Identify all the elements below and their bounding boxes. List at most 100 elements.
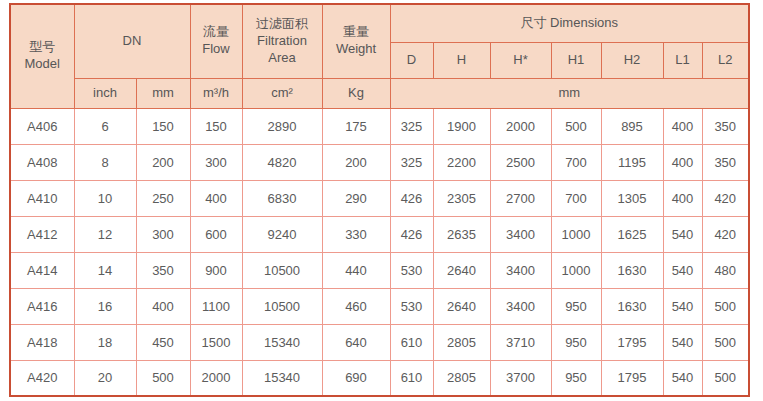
cell-model: A420 — [10, 360, 74, 396]
header-row-group: 型号 Model DN 流量 Flow 过滤面积 Filtration Area… — [10, 4, 749, 42]
cell-h2: 1630 — [601, 252, 663, 288]
cell-l1: 400 — [663, 180, 702, 216]
cell-flow: 150 — [190, 108, 242, 144]
col-header-h2: H2 — [601, 42, 663, 78]
cell-hstar: 3700 — [490, 360, 551, 396]
cell-flow: 400 — [190, 180, 242, 216]
cell-h1: 700 — [551, 180, 601, 216]
filtration-label-en: Filtration Area — [257, 33, 307, 65]
filter-specifications-table: 型号 Model DN 流量 Flow 过滤面积 Filtration Area… — [9, 3, 750, 397]
table-row: A414143509001050044053026403400100016305… — [10, 252, 749, 288]
cell-h: 1900 — [433, 108, 490, 144]
cell-l2: 420 — [702, 180, 749, 216]
cell-inch: 16 — [74, 288, 136, 324]
cell-h: 2200 — [433, 144, 490, 180]
cell-mm: 500 — [136, 360, 190, 396]
table-row: A418184501500153406406102805371095017955… — [10, 324, 749, 360]
unit-header-area: cm² — [242, 78, 322, 108]
cell-weight: 175 — [322, 108, 390, 144]
cell-inch: 20 — [74, 360, 136, 396]
cell-l1: 540 — [663, 288, 702, 324]
cell-flow: 2000 — [190, 360, 242, 396]
cell-flow: 300 — [190, 144, 242, 180]
cell-h2: 1630 — [601, 288, 663, 324]
cell-hstar: 2500 — [490, 144, 551, 180]
cell-model: A412 — [10, 216, 74, 252]
col-header-flow: 流量 Flow — [190, 4, 242, 78]
cell-hstar: 2000 — [490, 108, 551, 144]
cell-l2: 350 — [702, 108, 749, 144]
cell-h: 2305 — [433, 180, 490, 216]
table-row: A406615015028901753251900200050089540035… — [10, 108, 749, 144]
flow-label-zh: 流量 — [203, 24, 229, 39]
table-row: A420205002000153406906102805370095017955… — [10, 360, 749, 396]
cell-inch: 14 — [74, 252, 136, 288]
cell-weight: 290 — [322, 180, 390, 216]
cell-h2: 1795 — [601, 324, 663, 360]
cell-l2: 500 — [702, 288, 749, 324]
table-header: 型号 Model DN 流量 Flow 过滤面积 Filtration Area… — [10, 4, 749, 108]
col-header-weight: 重量 Weight — [322, 4, 390, 78]
table-body: A406615015028901753251900200050089540035… — [10, 108, 749, 396]
cell-d: 426 — [390, 216, 433, 252]
cell-hstar: 2700 — [490, 180, 551, 216]
cell-h: 2640 — [433, 252, 490, 288]
table-row: A416164001100105004605302640340095016305… — [10, 288, 749, 324]
cell-flow: 1100 — [190, 288, 242, 324]
table-row: A412123006009240330426263534001000162554… — [10, 216, 749, 252]
filtration-label-zh: 过滤面积 — [256, 16, 308, 31]
cell-inch: 8 — [74, 144, 136, 180]
cell-mm: 250 — [136, 180, 190, 216]
col-header-h1: H1 — [551, 42, 601, 78]
cell-inch: 6 — [74, 108, 136, 144]
unit-header-mm: mm — [136, 78, 190, 108]
cell-h1: 950 — [551, 360, 601, 396]
cell-hstar: 3400 — [490, 216, 551, 252]
cell-inch: 10 — [74, 180, 136, 216]
cell-mm: 150 — [136, 108, 190, 144]
col-header-h-star: H* — [490, 42, 551, 78]
col-header-model: 型号 Model — [10, 4, 74, 108]
cell-d: 426 — [390, 180, 433, 216]
cell-mm: 450 — [136, 324, 190, 360]
cell-area: 4820 — [242, 144, 322, 180]
cell-inch: 12 — [74, 216, 136, 252]
cell-l2: 500 — [702, 324, 749, 360]
cell-d: 530 — [390, 288, 433, 324]
cell-h1: 700 — [551, 144, 601, 180]
cell-h: 2805 — [433, 360, 490, 396]
col-header-dn: DN — [74, 4, 190, 78]
cell-area: 15340 — [242, 324, 322, 360]
unit-header-dimensions-mm: mm — [390, 78, 749, 108]
cell-mm: 200 — [136, 144, 190, 180]
table-row: A410102504006830290426230527007001305400… — [10, 180, 749, 216]
cell-area: 6830 — [242, 180, 322, 216]
col-header-dimensions: 尺寸 Dimensions — [390, 4, 749, 42]
unit-header-weight: Kg — [322, 78, 390, 108]
cell-model: A416 — [10, 288, 74, 324]
cell-model: A408 — [10, 144, 74, 180]
cell-mm: 400 — [136, 288, 190, 324]
cell-h: 2635 — [433, 216, 490, 252]
cell-hstar: 3400 — [490, 288, 551, 324]
cell-d: 325 — [390, 108, 433, 144]
col-header-l2: L2 — [702, 42, 749, 78]
cell-h2: 1795 — [601, 360, 663, 396]
cell-d: 530 — [390, 252, 433, 288]
cell-l2: 500 — [702, 360, 749, 396]
cell-weight: 460 — [322, 288, 390, 324]
cell-l1: 400 — [663, 144, 702, 180]
cell-h1: 500 — [551, 108, 601, 144]
cell-h: 2805 — [433, 324, 490, 360]
cell-weight: 330 — [322, 216, 390, 252]
cell-l1: 400 — [663, 108, 702, 144]
table-row: A408820030048202003252200250070011954003… — [10, 144, 749, 180]
cell-d: 325 — [390, 144, 433, 180]
cell-h2: 1195 — [601, 144, 663, 180]
cell-hstar: 3710 — [490, 324, 551, 360]
cell-hstar: 3400 — [490, 252, 551, 288]
cell-inch: 18 — [74, 324, 136, 360]
cell-weight: 640 — [322, 324, 390, 360]
cell-model: A406 — [10, 108, 74, 144]
cell-weight: 200 — [322, 144, 390, 180]
